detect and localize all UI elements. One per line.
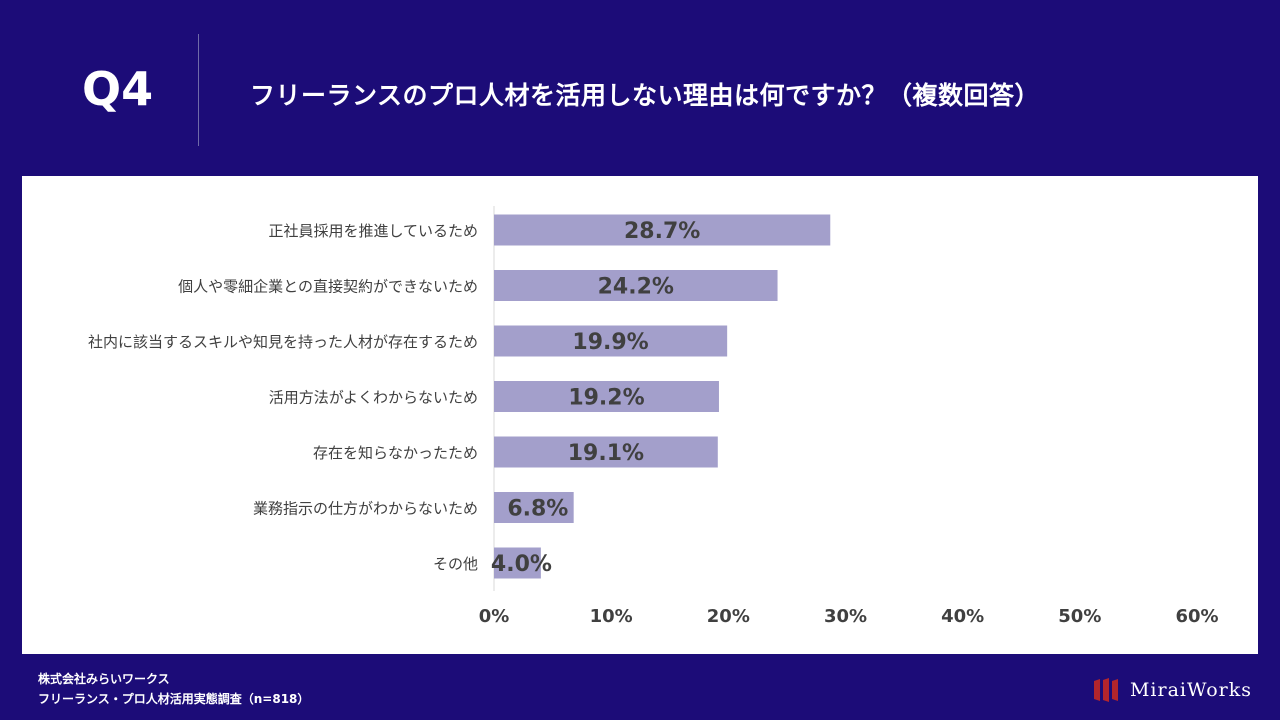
bar bbox=[494, 492, 574, 523]
data-label: 19.2% bbox=[568, 386, 644, 411]
data-label: 24.2% bbox=[598, 275, 674, 300]
data-label: 19.1% bbox=[568, 441, 644, 466]
x-tick-label: 50% bbox=[1058, 606, 1101, 627]
bar bbox=[494, 381, 719, 412]
x-tick-label: 20% bbox=[707, 606, 750, 627]
category-label: その他 bbox=[433, 555, 478, 573]
question-number: Q4 bbox=[82, 62, 154, 116]
bar-chart: 正社員採用を推進しているため 28.7% 個人や零細企業との直接契約ができないため 2… bbox=[88, 206, 1219, 627]
x-tick-label: 10% bbox=[590, 606, 633, 627]
data-label: 19.9% bbox=[572, 330, 648, 355]
data-label: 28.7% bbox=[624, 219, 700, 244]
category-label: 業務指示の仕方がわからないため bbox=[253, 500, 478, 518]
chart-panel: 正社員採用を推進しているため 28.7% 個人や零細企業との直接契約ができないため 2… bbox=[22, 176, 1258, 654]
category-label: 存在を知らなかったため bbox=[313, 444, 478, 462]
footer-survey-source: フリーランス・プロ人材活用実態調査（n=818） bbox=[38, 692, 310, 706]
page-title: フリーランスのプロ人材を活用しない理由は何ですか？（複数回答） bbox=[250, 81, 1041, 110]
x-tick-label: 0% bbox=[479, 606, 510, 627]
logo-text: MiraiWorks bbox=[1129, 679, 1252, 701]
x-tick-label: 40% bbox=[941, 606, 984, 627]
bar bbox=[494, 270, 778, 301]
header-divider bbox=[198, 34, 199, 146]
bar bbox=[494, 547, 541, 579]
category-label: 正社員採用を推進しているため bbox=[268, 222, 478, 240]
data-label: 6.8% bbox=[507, 497, 568, 522]
x-tick-label: 60% bbox=[1175, 606, 1218, 627]
x-tick-label: 30% bbox=[824, 606, 867, 627]
category-label: 社内に該当するスキルや知見を持った人材が存在するため bbox=[88, 333, 478, 351]
category-label: 個人や零細企業との直接契約ができないため bbox=[178, 278, 478, 296]
footer-company: 株式会社みらいワークス bbox=[38, 672, 170, 686]
bar bbox=[494, 214, 831, 246]
company-logo: MiraiWorks bbox=[1092, 676, 1252, 704]
category-label: 活用方法がよくわからないため bbox=[269, 389, 478, 407]
logo-mark-icon bbox=[1093, 678, 1118, 702]
bar bbox=[494, 436, 718, 468]
data-label: 4.0% bbox=[491, 552, 552, 577]
bar bbox=[494, 325, 728, 357]
